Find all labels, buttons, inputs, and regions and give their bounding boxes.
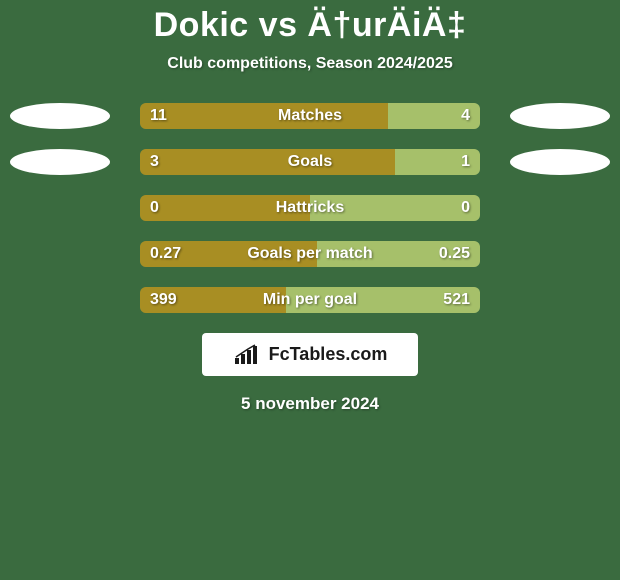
bar-track: 0.270.25Goals per match xyxy=(140,241,480,267)
bar-chart-icon xyxy=(233,344,263,366)
bar-label: Hattricks xyxy=(140,195,480,221)
bar-label: Goals per match xyxy=(140,241,480,267)
logo-box[interactable]: FcTables.com xyxy=(202,333,418,376)
stat-row: 00Hattricks xyxy=(0,195,620,221)
bar-label: Matches xyxy=(140,103,480,129)
stat-row: 399521Min per goal xyxy=(0,287,620,313)
player-badge-left xyxy=(10,103,110,129)
bar-label: Min per goal xyxy=(140,287,480,313)
comparison-card: Dokic vs Ä†urÄiÄ‡ Club competitions, Sea… xyxy=(0,0,620,580)
stat-row: 114Matches xyxy=(0,103,620,129)
bar-track: 399521Min per goal xyxy=(140,287,480,313)
stats-area: 114Matches 31Goals 00Hattricks 0.270.25Goal… xyxy=(0,103,620,313)
bar-track: 31Goals xyxy=(140,149,480,175)
bar-track: 114Matches xyxy=(140,103,480,129)
bar-track: 00Hattricks xyxy=(140,195,480,221)
player-badge-right xyxy=(510,149,610,175)
player-badge-right xyxy=(510,103,610,129)
logo-text: FcTables.com xyxy=(269,344,388,365)
bar-label: Goals xyxy=(140,149,480,175)
stat-row: 0.270.25Goals per match xyxy=(0,241,620,267)
stat-row: 31Goals xyxy=(0,149,620,175)
player-badge-left xyxy=(10,149,110,175)
page-title: Dokic vs Ä†urÄiÄ‡ xyxy=(0,0,620,45)
date-text: 5 november 2024 xyxy=(0,394,620,414)
page-subtitle: Club competitions, Season 2024/2025 xyxy=(0,55,620,73)
